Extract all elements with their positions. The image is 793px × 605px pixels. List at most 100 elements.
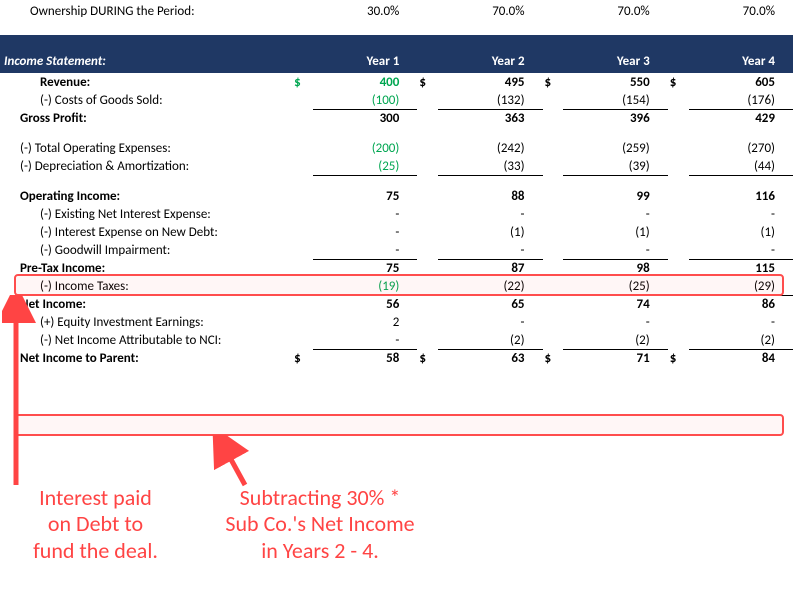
goodwill-y3: -: [563, 241, 667, 259]
taxes-y1: (19): [313, 277, 417, 295]
pretax-y4: 115: [689, 259, 793, 277]
existint-label: (-) Existing Net Interest Expense:: [0, 205, 292, 223]
da-y3: (39): [563, 157, 667, 175]
header-title: Income Statement:: [0, 35, 292, 73]
arrow-right: [210, 435, 260, 490]
dollar-sign: $: [543, 349, 564, 367]
dollar-sign: $: [292, 349, 313, 367]
da-y1: (25): [313, 157, 417, 175]
annotation-nci: Subtracting 30% *Sub Co.'s Net Incomein …: [190, 485, 450, 564]
cogs-y2: (132): [438, 91, 542, 109]
taxes-y2: (22): [438, 277, 542, 295]
cogs-y3: (154): [563, 91, 667, 109]
netinc-y2: 65: [438, 295, 542, 313]
netinc-y3: 74: [563, 295, 667, 313]
row-operating-income: Operating Income: 75 88 99 116: [0, 187, 793, 205]
ownership-label: Ownership DURING the Period:: [0, 0, 292, 23]
dollar-sign: $: [417, 349, 438, 367]
row-cogs: (-) Costs of Goods Sold: (100) (132) (15…: [0, 91, 793, 109]
revenue-y1: 400: [313, 73, 417, 91]
existint-y3: -: [563, 205, 667, 223]
taxes-y4: (29): [689, 277, 793, 295]
row-taxes: (-) Income Taxes: (19) (22) (25) (29): [0, 277, 793, 295]
ownership-y3: 70.0%: [563, 0, 667, 23]
gross-y4: 429: [689, 109, 793, 127]
row-new-interest: (-) Interest Expense on New Debt: - (1) …: [0, 223, 793, 241]
gross-y2: 363: [438, 109, 542, 127]
opinc-label: Operating Income:: [0, 187, 292, 205]
parent-y3: 71: [563, 349, 667, 367]
existint-y2: -: [438, 205, 542, 223]
goodwill-y4: -: [689, 241, 793, 259]
col-year4: Year 4: [689, 35, 793, 73]
income-statement-table: Ownership DURING the Period: 30.0% 70.0%…: [0, 0, 793, 367]
pretax-y2: 87: [438, 259, 542, 277]
equity-y3: -: [563, 313, 667, 331]
col-year2: Year 2: [438, 35, 542, 73]
goodwill-y2: -: [438, 241, 542, 259]
row-equity-earnings: (+) Equity Investment Earnings: 2 - - -: [0, 313, 793, 331]
pretax-label: Pre-Tax Income:: [0, 259, 292, 277]
netinc-y4: 86: [689, 295, 793, 313]
pretax-y1: 75: [313, 259, 417, 277]
ownership-y4: 70.0%: [689, 0, 793, 23]
row-existing-interest: (-) Existing Net Interest Expense: - - -…: [0, 205, 793, 223]
opinc-y4: 116: [689, 187, 793, 205]
netinc-label: Net Income:: [0, 295, 292, 313]
col-year3: Year 3: [563, 35, 667, 73]
gross-label: Gross Profit:: [0, 109, 292, 127]
newint-y1: -: [313, 223, 417, 241]
nci-y4: (2): [689, 331, 793, 349]
opex-y3: (259): [563, 139, 667, 157]
nci-y3: (2): [563, 331, 667, 349]
revenue-y4: 605: [689, 73, 793, 91]
dollar-sign: $: [543, 73, 564, 91]
opex-y1: (200): [313, 139, 417, 157]
goodwill-label: (-) Goodwill Impairment:: [0, 241, 292, 259]
cogs-label: (-) Costs of Goods Sold:: [0, 91, 292, 109]
highlight-nci-row: [14, 414, 784, 436]
row-net-income-parent: Net Income to Parent: $ 58 $ 63 $ 71 $ 8…: [0, 349, 793, 367]
equity-y1: 2: [313, 313, 417, 331]
taxes-y3: (25): [563, 277, 667, 295]
row-revenue: Revenue: $ 400 $ 495 $ 550 $ 605: [0, 73, 793, 91]
netinc-y1: 56: [313, 295, 417, 313]
parent-y4: 84: [689, 349, 793, 367]
ownership-y1: 30.0%: [313, 0, 417, 23]
annotation-interest: Interest paidon Debt tofund the deal.: [8, 485, 183, 564]
opex-y2: (242): [438, 139, 542, 157]
row-da: (-) Depreciation & Amortization: (25) (3…: [0, 157, 793, 175]
da-y2: (33): [438, 157, 542, 175]
opinc-y3: 99: [563, 187, 667, 205]
existint-y1: -: [313, 205, 417, 223]
dollar-sign: $: [668, 349, 689, 367]
opinc-y1: 75: [313, 187, 417, 205]
row-gross-profit: Gross Profit: 300 363 396 429: [0, 109, 793, 127]
nci-y2: (2): [438, 331, 542, 349]
dollar-sign: $: [668, 73, 689, 91]
col-year1: Year 1: [313, 35, 417, 73]
parent-y1: 58: [313, 349, 417, 367]
opex-label: (-) Total Operating Expenses:: [0, 139, 292, 157]
newint-y3: (1): [563, 223, 667, 241]
equity-label: (+) Equity Investment Earnings:: [0, 313, 292, 331]
newint-label: (-) Interest Expense on New Debt:: [0, 223, 292, 241]
newint-y4: (1): [689, 223, 793, 241]
ownership-y2: 70.0%: [438, 0, 542, 23]
revenue-label: Revenue:: [0, 73, 292, 91]
revenue-y3: 550: [563, 73, 667, 91]
revenue-y2: 495: [438, 73, 542, 91]
dollar-sign: $: [292, 73, 313, 91]
taxes-label: (-) Income Taxes:: [0, 277, 292, 295]
parent-y2: 63: [438, 349, 542, 367]
dollar-sign: $: [417, 73, 438, 91]
existint-y4: -: [689, 205, 793, 223]
parent-label: Net Income to Parent:: [0, 349, 292, 367]
opinc-y2: 88: [438, 187, 542, 205]
gross-y1: 300: [313, 109, 417, 127]
row-nci: (-) Net Income Attributable to NCI: - (2…: [0, 331, 793, 349]
cogs-y4: (176): [689, 91, 793, 109]
opex-y4: (270): [689, 139, 793, 157]
header-row: Income Statement: Year 1 Year 2 Year 3 Y…: [0, 35, 793, 73]
ownership-row: Ownership DURING the Period: 30.0% 70.0%…: [0, 0, 793, 23]
